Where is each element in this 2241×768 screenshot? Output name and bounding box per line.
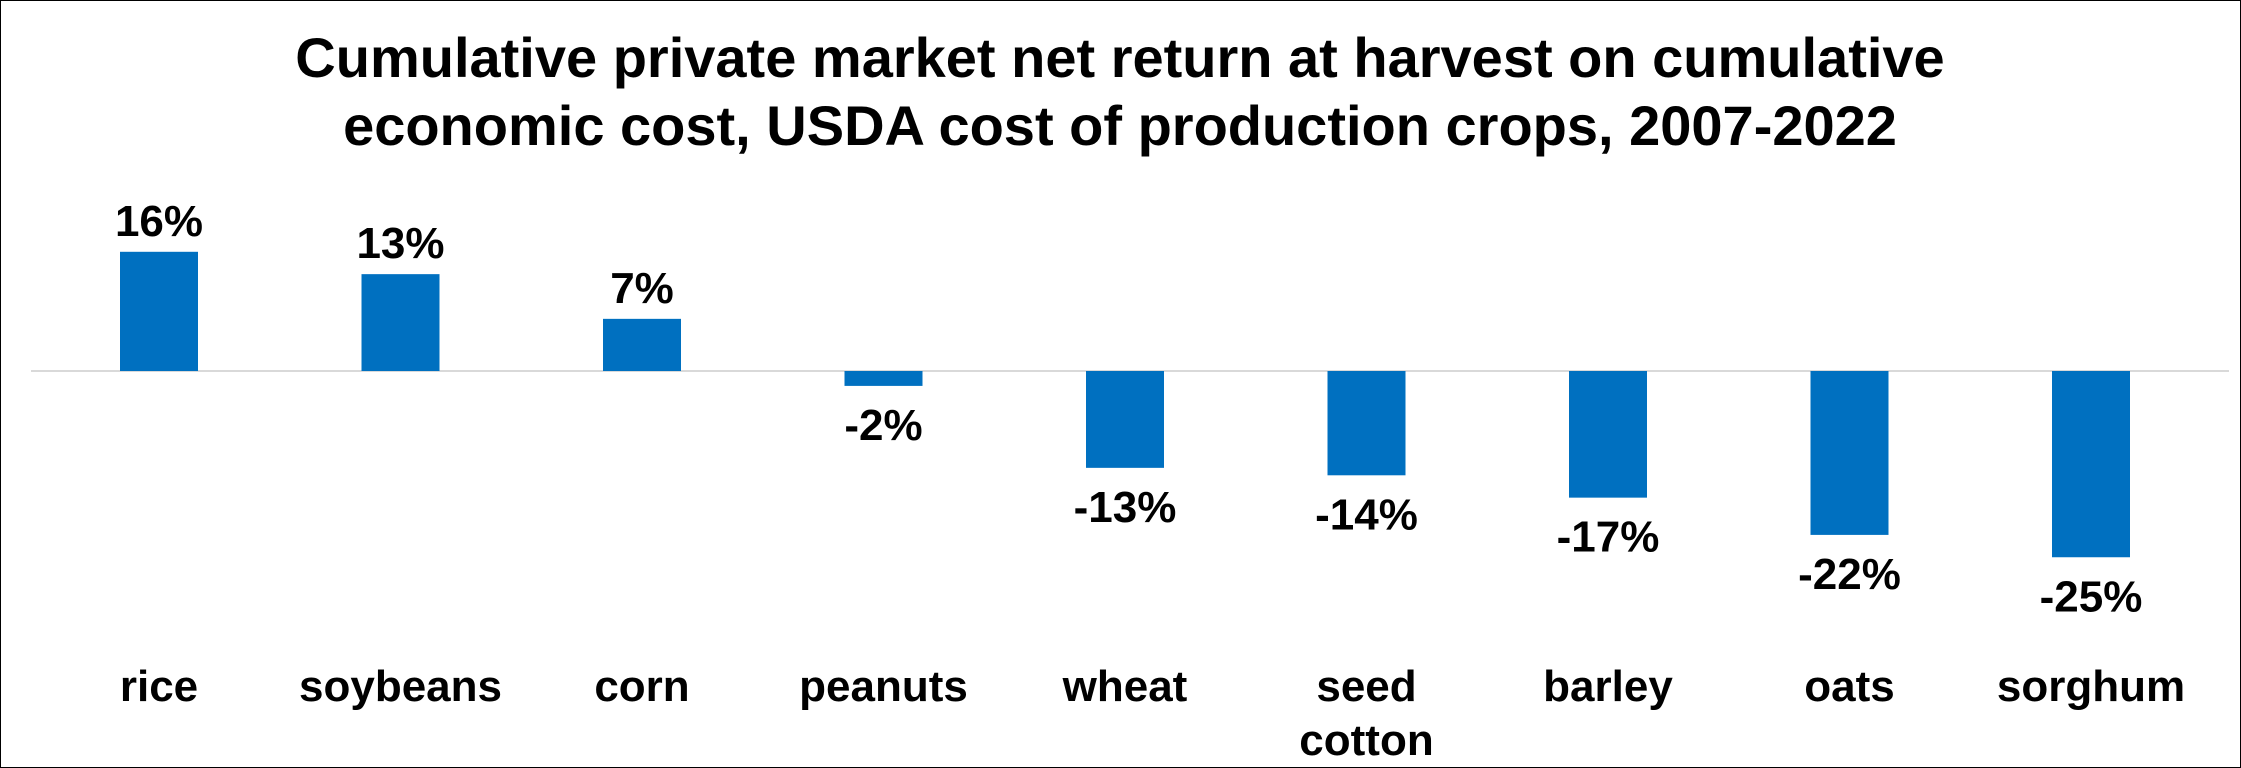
data-label-peanuts: -2% <box>844 401 922 450</box>
bar-oats <box>1810 371 1889 535</box>
data-label-barley: -17% <box>1557 513 1660 562</box>
bar-wheat <box>1086 371 1164 468</box>
category-label-seed-cotton: seed cotton <box>1299 662 1433 765</box>
chart-title-line-2: economic cost, USDA cost of production c… <box>343 94 1897 157</box>
chart-title-line-1: Cumulative private market net return at … <box>295 26 1944 89</box>
category-label-soybeans: soybeans <box>299 662 502 711</box>
data-label-rice: 16% <box>115 197 203 246</box>
data-label-seed-cotton: -14% <box>1315 490 1418 539</box>
plot-area: 16% rice 13% soybeans 7% corn -2% peanuts -13% wh… <box>31 197 2229 765</box>
data-label-oats: -22% <box>1798 550 1901 599</box>
bar-sorghum <box>2052 371 2130 558</box>
data-label-soybeans: 13% <box>356 219 444 268</box>
data-label-sorghum: -25% <box>2040 572 2143 621</box>
bar-corn <box>603 318 681 371</box>
bar-peanuts <box>844 371 923 386</box>
category-label-peanuts: peanuts <box>799 662 968 711</box>
category-label-oats: oats <box>1804 662 1894 711</box>
category-label-corn: corn <box>594 662 689 711</box>
bar-rice <box>120 251 198 371</box>
category-label-sorghum: sorghum <box>1997 662 2185 711</box>
data-label-corn: 7% <box>610 264 674 313</box>
category-label-barley: barley <box>1543 662 1673 711</box>
bar-barley <box>1569 371 1647 498</box>
category-label-rice: rice <box>120 662 198 711</box>
bar-seed-cotton <box>1327 371 1406 476</box>
bar-soybeans <box>361 274 440 371</box>
category-label-wheat: wheat <box>1062 662 1188 711</box>
data-label-wheat: -13% <box>1074 483 1177 532</box>
